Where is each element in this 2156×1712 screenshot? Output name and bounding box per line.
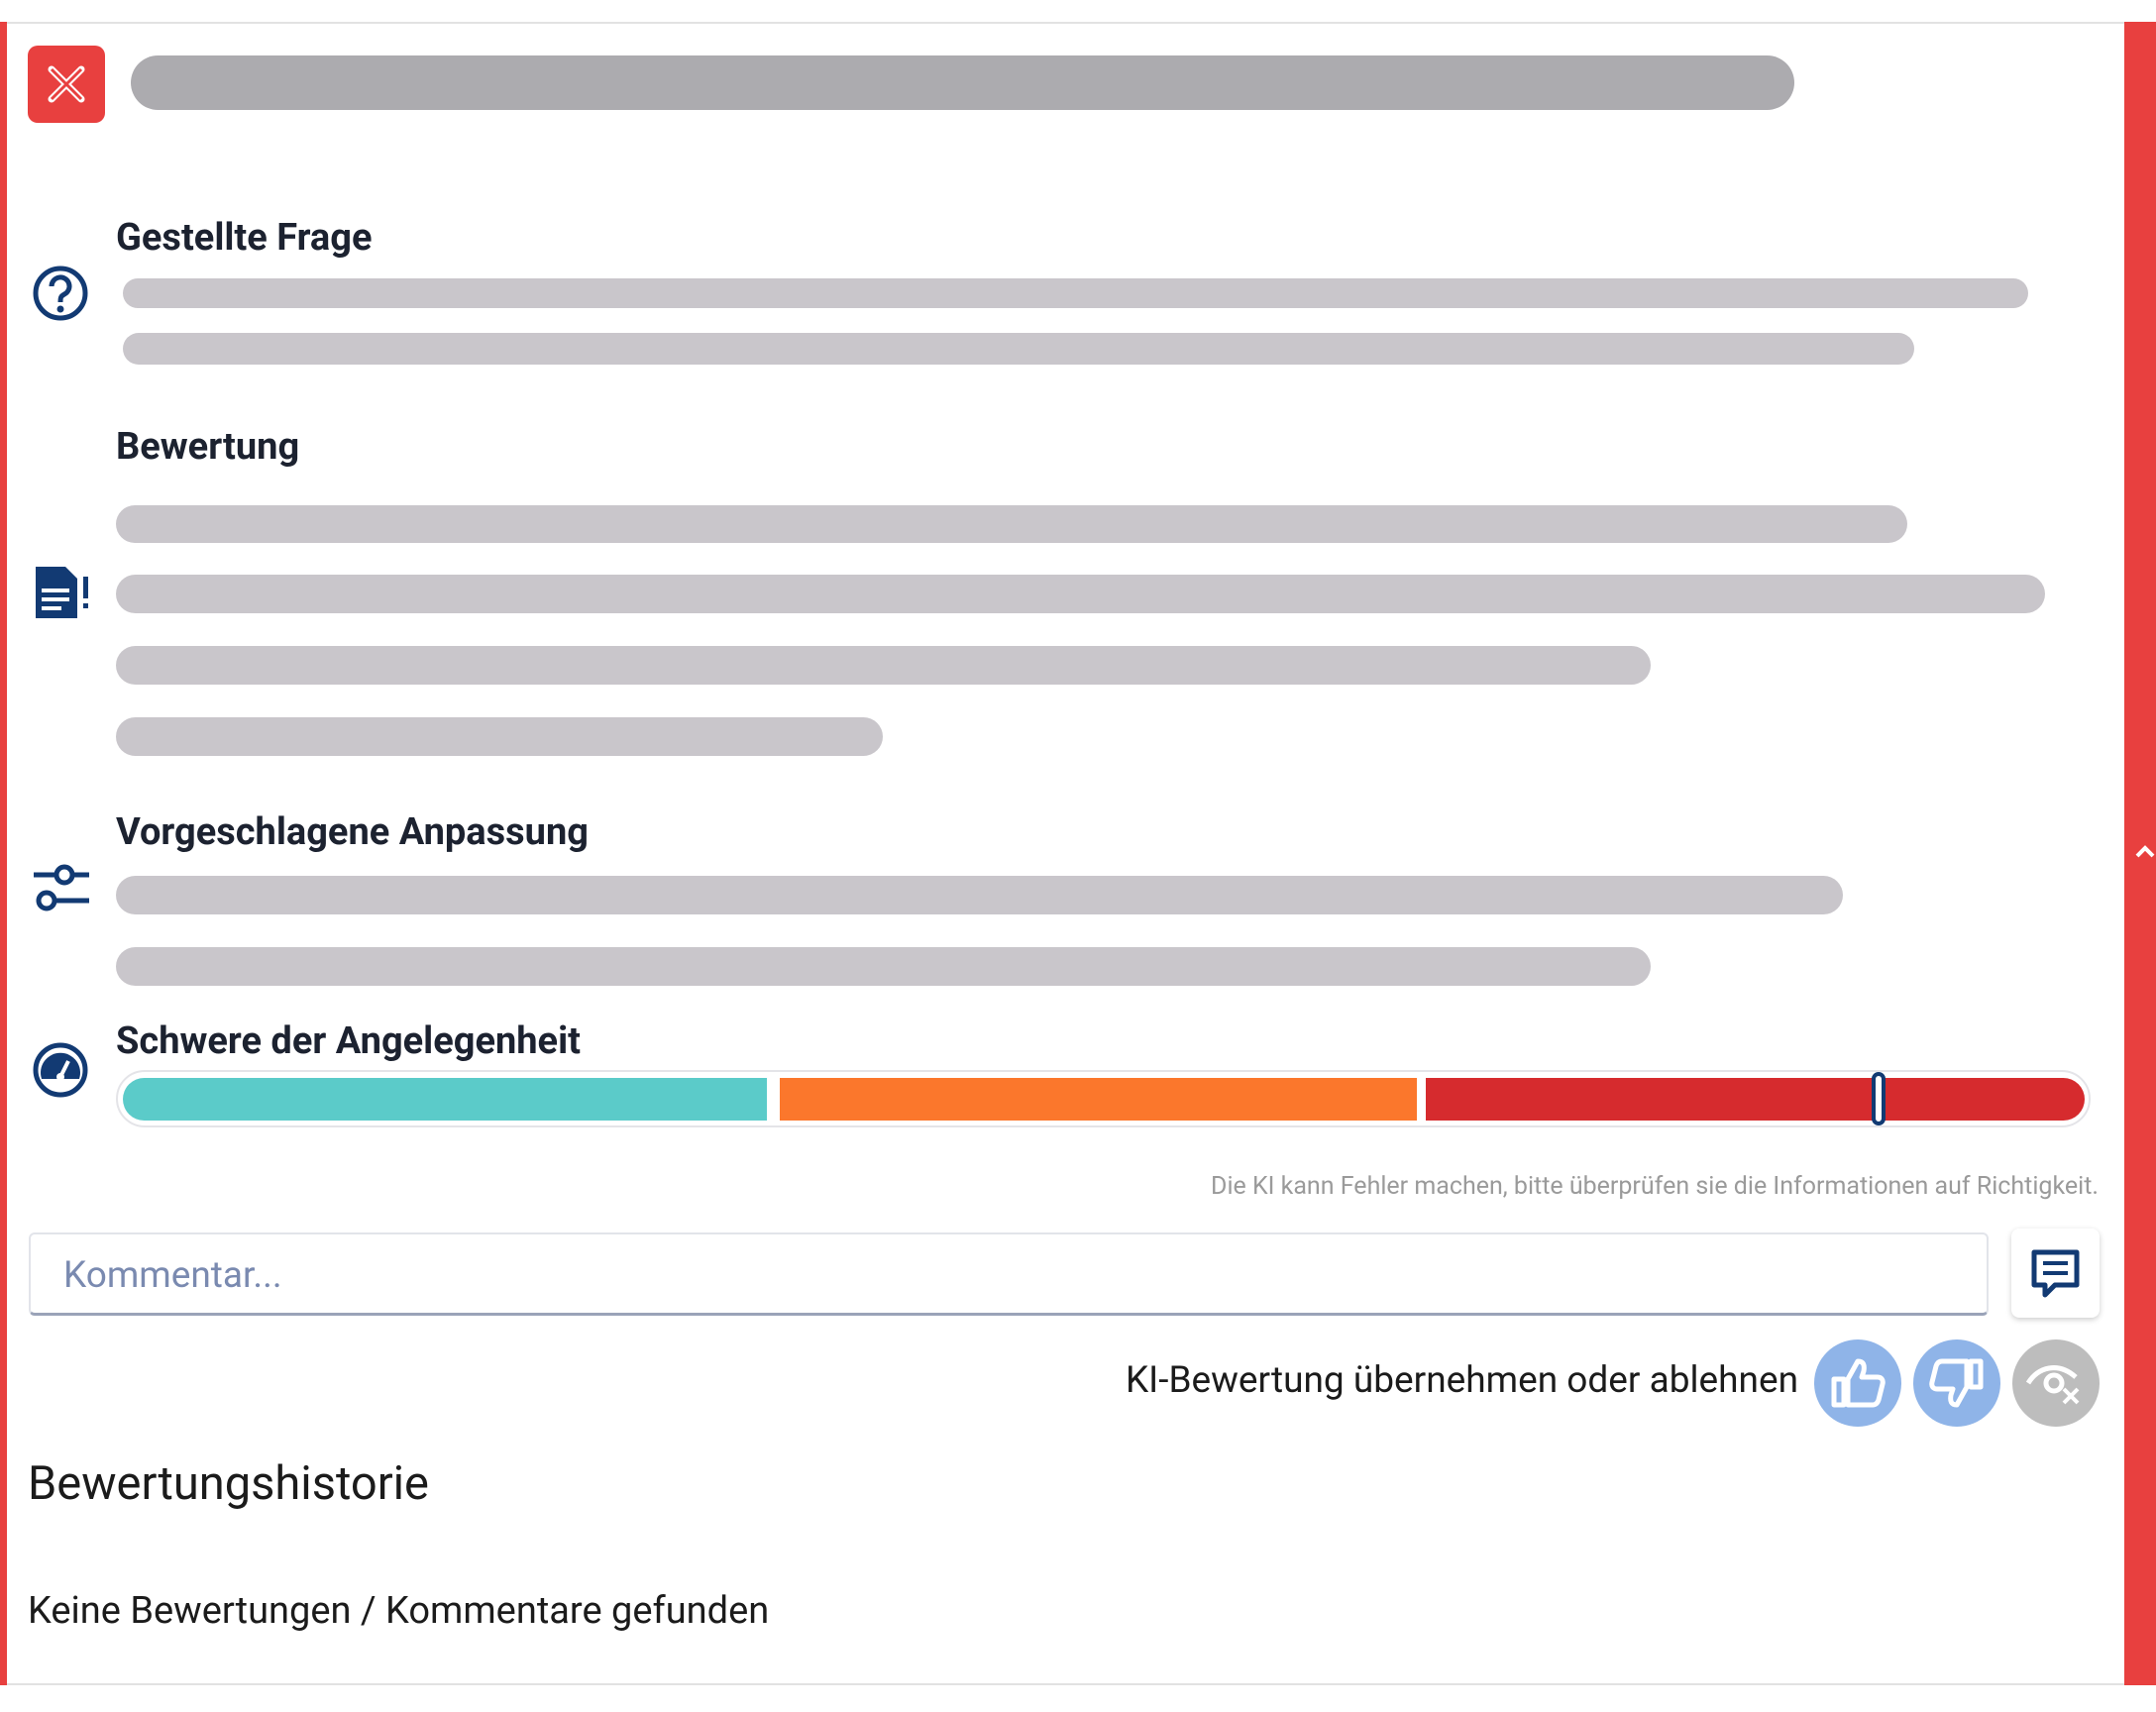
title-placeholder (131, 55, 1794, 110)
top-border (0, 22, 2124, 24)
thumbs-down-icon (1929, 1358, 1984, 1408)
adjust-icon (34, 864, 89, 911)
bottom-border (0, 1683, 2124, 1685)
section-heading: Gestellte Frage (116, 216, 373, 260)
comment-submit-button[interactable] (2011, 1229, 2100, 1318)
document-icon (36, 567, 88, 618)
disclaimer: Die KI kann Fehler machen, bitte überprü… (1211, 1172, 2099, 1201)
reject-button[interactable] (1913, 1339, 2000, 1427)
close-button[interactable] (28, 46, 105, 123)
text-placeholder (123, 333, 1914, 365)
accept-button[interactable] (1814, 1339, 1901, 1427)
severity-medium (780, 1078, 1417, 1121)
collapse-chevron[interactable] (2134, 840, 2156, 862)
left-accent (0, 22, 7, 1685)
text-placeholder (116, 876, 1843, 914)
text-placeholder (116, 947, 1651, 986)
text-placeholder (116, 505, 1907, 543)
section-heading: Bewertung (116, 425, 300, 469)
comment-icon (2031, 1249, 2080, 1298)
text-placeholder (123, 278, 2028, 308)
question-icon (33, 266, 88, 321)
thumbs-up-icon (1831, 1358, 1886, 1408)
hide-icon (2025, 1365, 2080, 1405)
text-placeholder (116, 646, 1651, 685)
close-icon (48, 65, 85, 103)
gauge-icon (33, 1042, 88, 1098)
feedback-label: KI-Bewertung übernehmen oder ablehnen (1125, 1359, 1798, 1402)
section-heading: Vorgeschlagene Anpassung (116, 810, 589, 854)
history-title: Bewertungshistorie (28, 1456, 429, 1511)
dismiss-button[interactable] (2012, 1339, 2100, 1427)
comment-placeholder: Kommentar... (63, 1254, 282, 1297)
severity-low (123, 1078, 767, 1121)
comment-input[interactable]: Kommentar... (29, 1232, 1989, 1316)
text-placeholder (116, 575, 2045, 613)
history-empty-message: Keine Bewertungen / Kommentare gefunden (28, 1589, 770, 1633)
section-heading: Schwere der Angelegenheit (116, 1019, 581, 1063)
severity-marker (1872, 1072, 1886, 1125)
text-placeholder (116, 717, 883, 756)
severity-high (1426, 1078, 2085, 1121)
